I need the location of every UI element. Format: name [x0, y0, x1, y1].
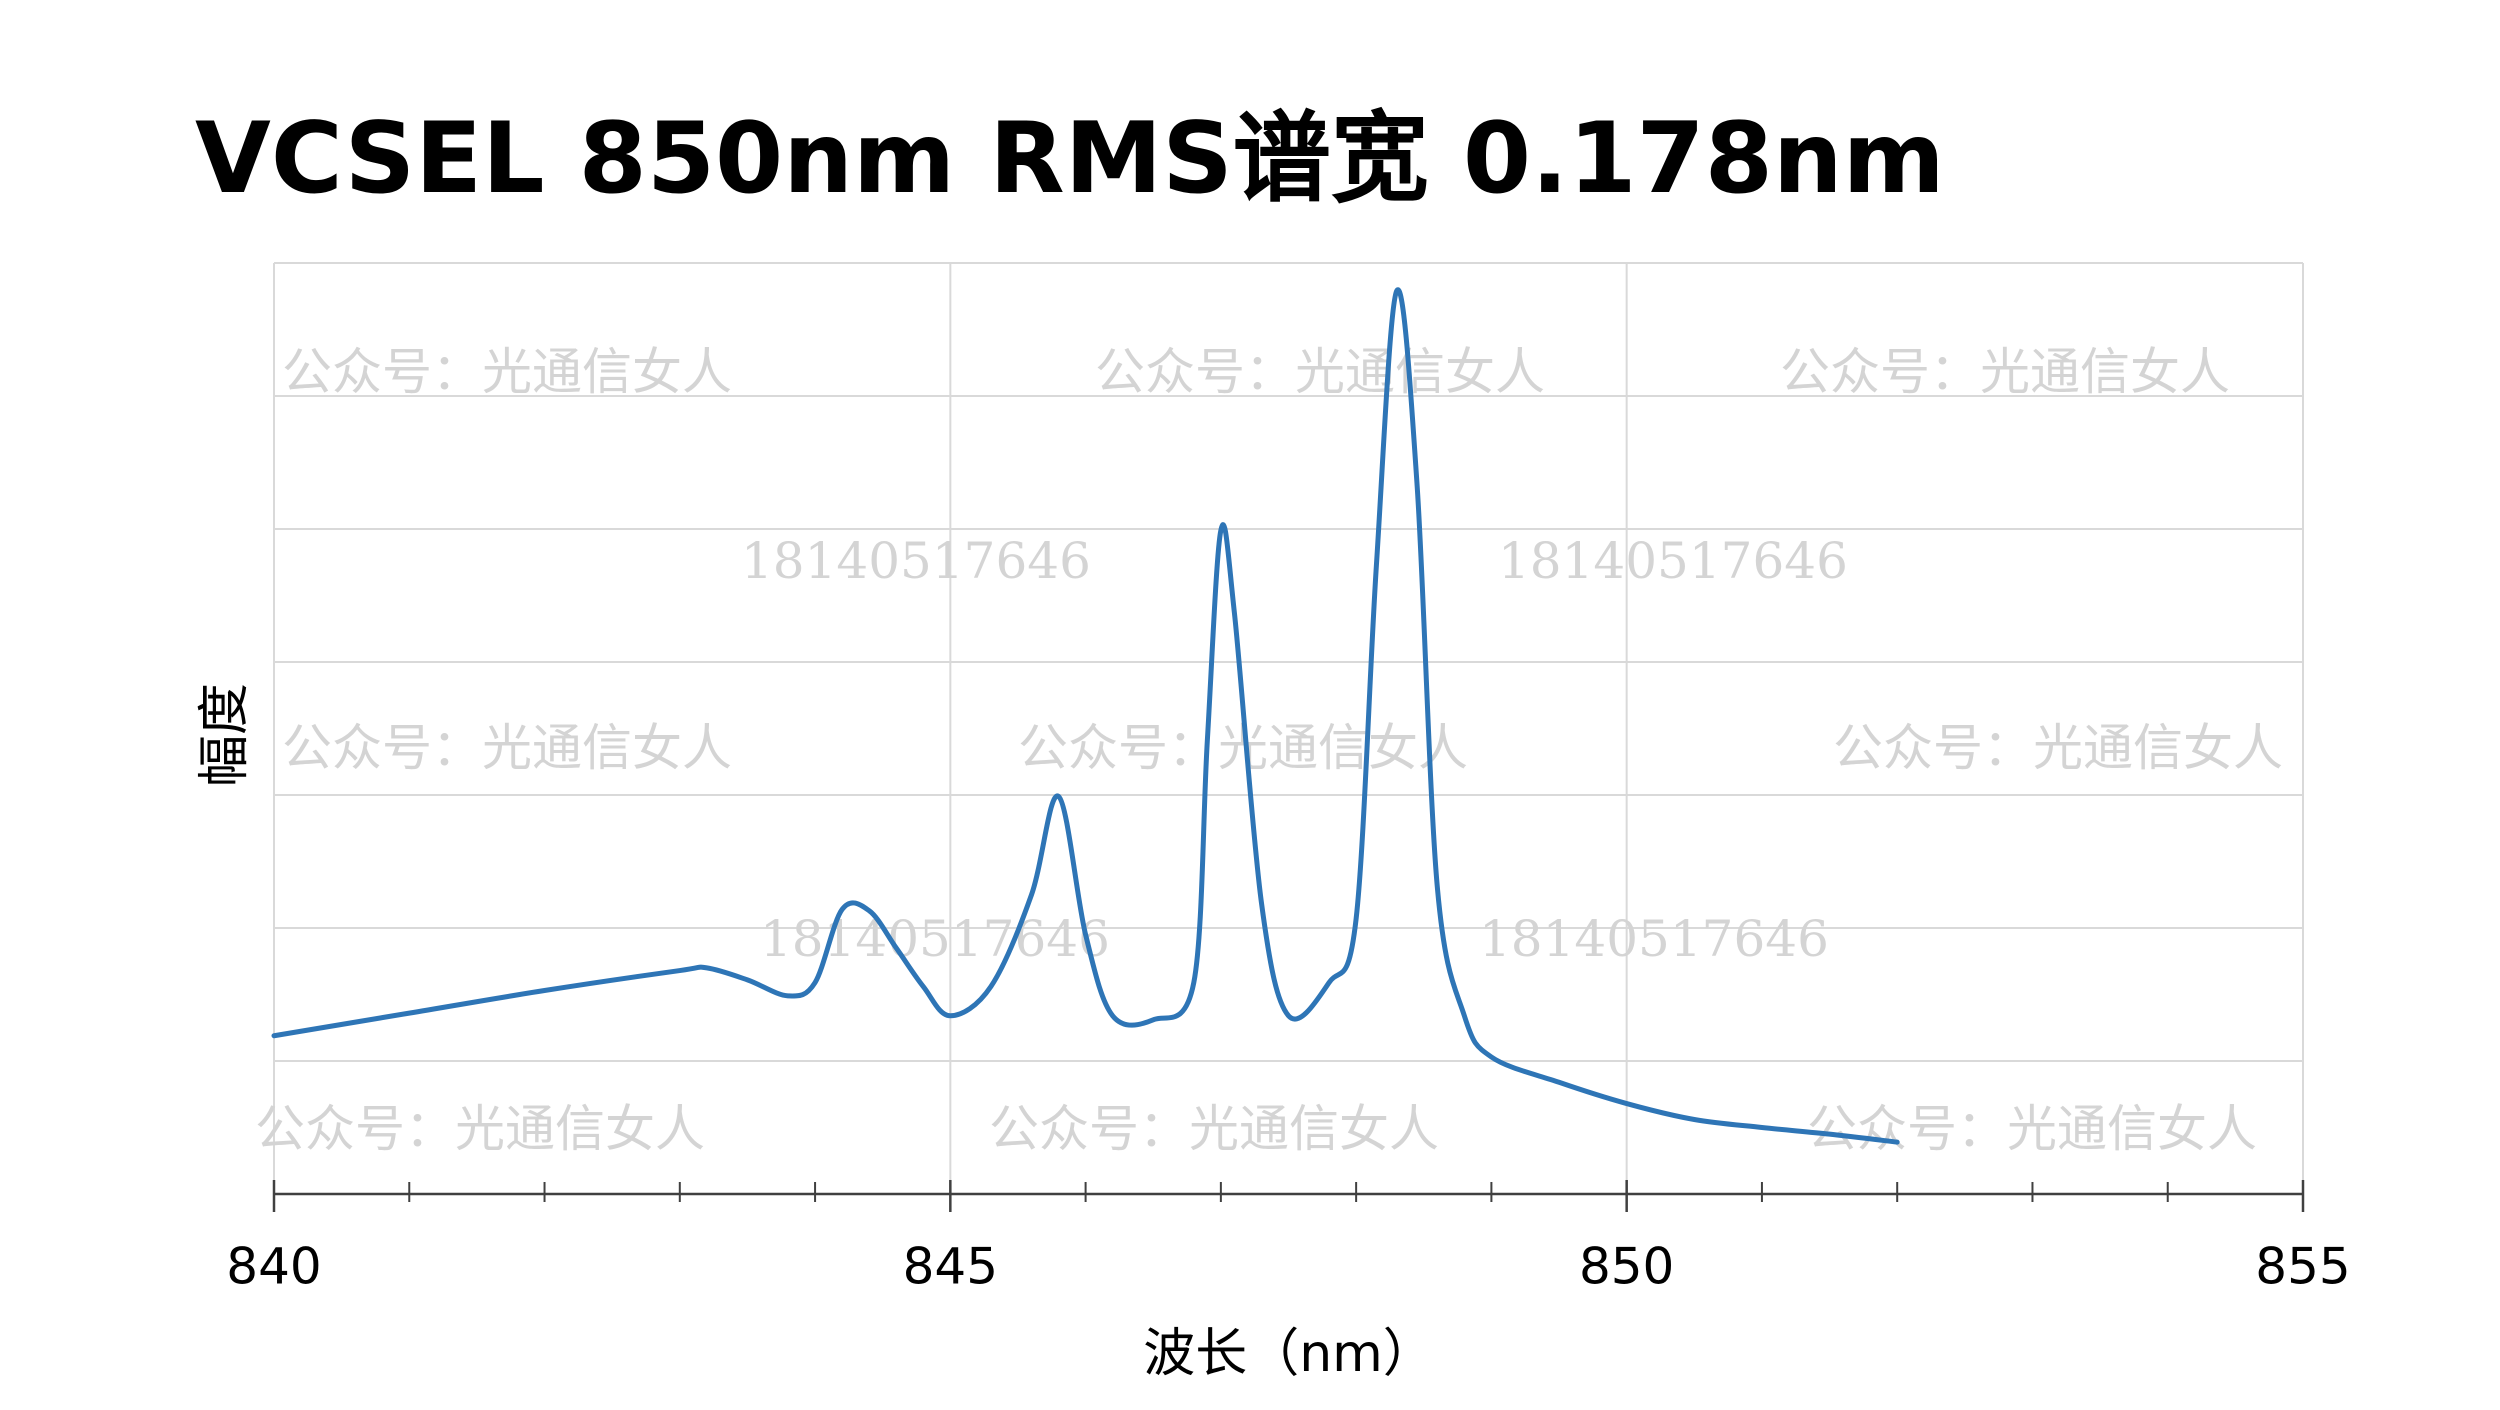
y-axis-label: 幅度	[195, 683, 255, 787]
watermark: 18140517646	[760, 910, 1110, 968]
watermark: 公众号：光通信女人	[282, 719, 732, 777]
watermark: 公众号：光通信女人	[1807, 1100, 2257, 1158]
x-tick-label: 850	[1579, 1238, 1674, 1296]
x-tick-label: 845	[903, 1238, 998, 1296]
watermark: 18140517646	[741, 532, 1091, 590]
watermark: 公众号：光通信女人	[1833, 719, 2283, 777]
x-tick-label: 840	[226, 1238, 321, 1296]
watermark: 公众号：光通信女人	[1095, 343, 1545, 401]
watermark: 公众号：光通信女人	[989, 1100, 1439, 1158]
watermark: 18140517646	[1479, 910, 1829, 968]
x-axis-label: 波长（nm）	[1143, 1324, 1435, 1384]
x-tick-label: 855	[2255, 1238, 2350, 1296]
data-line	[271, 287, 1900, 1145]
watermark: 公众号：光通信女人	[255, 1100, 705, 1158]
watermark: 18140517646	[1498, 532, 1848, 590]
watermark: 公众号：光通信女人	[1780, 343, 2230, 401]
chart-title: VCSEL 850nm RMS谱宽 0.178nm	[195, 102, 1945, 216]
watermark: 公众号：光通信女人	[282, 343, 732, 401]
